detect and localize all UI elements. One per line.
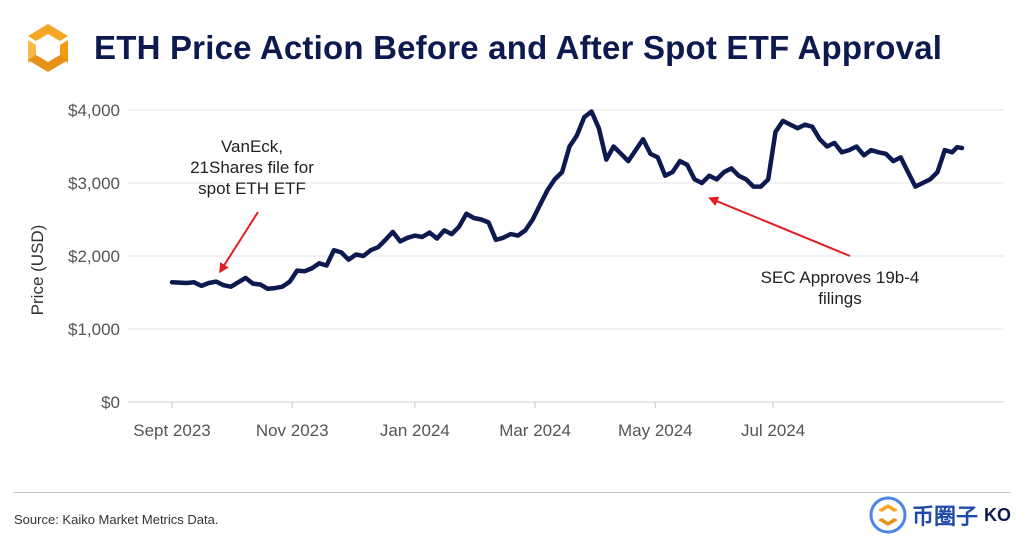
- page-title: ETH Price Action Before and After Spot E…: [94, 29, 943, 66]
- x-tick-label: Nov 2023: [256, 421, 329, 440]
- series-eth: [169, 109, 965, 292]
- footer-divider: [14, 492, 1010, 493]
- title-row: ETH Price Action Before and After Spot E…: [20, 18, 942, 78]
- price-chart: $0 $1,000 $2,000 $3,000 $4,000 Sept 2023 Nov …: [28, 101, 1004, 440]
- y-tick-label: $4,000: [68, 101, 120, 120]
- watermark-text: 币圈子: [912, 504, 979, 529]
- watermark-brand: KO: [984, 504, 1012, 525]
- x-tick-label: May 2024: [618, 421, 693, 440]
- annotation-sec-approval: SEC Approves 19b-4 filings: [761, 268, 920, 308]
- source-note: Source: Kaiko Market Metrics Data.: [14, 512, 219, 527]
- kaiko-logo-icon: [28, 24, 68, 72]
- gridlines: [128, 109, 1004, 403]
- y-tick-label: $2,000: [68, 247, 120, 266]
- annotation-etf-filing: VanEck, 21Shares file for spot ETH ETF: [190, 137, 314, 198]
- x-tick-label: Mar 2024: [499, 421, 571, 440]
- y-axis-ticks: $0 $1,000 $2,000 $3,000 $4,000: [68, 101, 120, 412]
- annotation-arrow-etf-filing: [219, 211, 259, 274]
- x-tick-label: Sept 2023: [133, 421, 211, 440]
- y-tick-label: $3,000: [68, 174, 120, 193]
- y-axis-label: Price (USD): [28, 225, 47, 316]
- y-tick-label: $0: [101, 393, 120, 412]
- annotation-arrow-sec-approval: [708, 196, 851, 257]
- y-tick-label: $1,000: [68, 320, 120, 339]
- x-axis-ticks: Sept 2023 Nov 2023 Jan 2024 Mar 2024 May 202…: [133, 402, 805, 440]
- watermark-logo-icon: [869, 496, 907, 534]
- watermark: 币圈子 KO: [868, 490, 1014, 540]
- x-tick-label: Jul 2024: [741, 421, 805, 440]
- x-tick-label: Jan 2024: [380, 421, 450, 440]
- annotations: VanEck, 21Shares file for spot ETH ETF SEC …: [190, 137, 919, 308]
- series-line-eth: [169, 109, 965, 292]
